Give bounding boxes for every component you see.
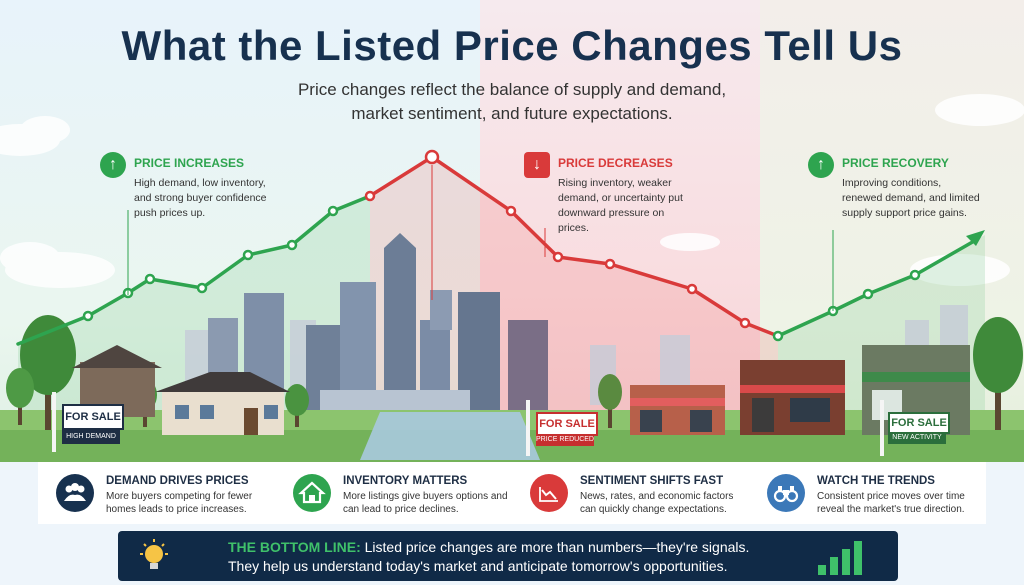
trend-line-segment [331, 194, 372, 213]
callout-body: Rising inventory, weaker demand, or unce… [558, 177, 683, 234]
callout-price-decreases: ↓ PRICE DECREASES Rising inventory, weak… [524, 152, 694, 234]
trend-point [424, 149, 440, 165]
trend-point [604, 258, 616, 270]
sign-sub-text: HIGH DEMAND [66, 433, 116, 440]
trend-point [82, 310, 94, 322]
card-body: Consistent price moves over time reveal … [817, 491, 965, 515]
trend-point [552, 251, 564, 263]
sign-rider: PRICE REDUCED [536, 434, 594, 446]
tree-icon [6, 315, 1023, 430]
card-sentiment: SENTIMENT SHIFTS FAST News, rates, and e… [512, 462, 749, 524]
house-icon [293, 474, 331, 512]
trend-point [242, 249, 254, 261]
arrow-up-icon: ↑ [808, 152, 834, 178]
for-sale-sign: FOR SALE [536, 412, 598, 436]
trend-line-segment [913, 238, 978, 277]
sign-main-text: FOR SALE [891, 417, 947, 429]
trend-line-segment [608, 262, 694, 291]
trend-point [364, 190, 376, 202]
trend-line-segment [743, 321, 780, 338]
trend-line-segment [86, 291, 130, 318]
card-heading: INVENTORY MATTERS [343, 475, 468, 487]
bar-chart-icon [818, 541, 862, 575]
sign-rider: HIGH DEMAND [62, 430, 120, 444]
trend-line-segment [776, 309, 835, 338]
callout-heading: PRICE INCREASES [134, 156, 245, 170]
trend-line-segment [509, 209, 560, 259]
callout-price-increases: ↑ PRICE INCREASES High demand, low inven… [100, 152, 270, 232]
sign-sub-text: PRICE REDUCED [536, 436, 594, 443]
trend-line-segment [246, 243, 294, 257]
card-heading: SENTIMENT SHIFTS FAST [580, 475, 724, 487]
card-heading: DEMAND DRIVES PRICES [106, 475, 249, 487]
sign-post [880, 400, 884, 456]
trend-point [327, 205, 339, 217]
callout-heading: PRICE RECOVERY [842, 156, 949, 170]
binoculars-icon [767, 474, 805, 512]
arrow-up-icon: ↑ [100, 152, 126, 178]
sign-rider: NEW ACTIVITY [888, 432, 946, 444]
trend-point [772, 330, 784, 342]
trend-line-segment [430, 155, 513, 213]
arrow-head [966, 230, 985, 246]
trend-line-segment [866, 273, 917, 296]
card-body: More buyers competing for fewer homes le… [106, 491, 253, 515]
lightbulb-icon [140, 539, 168, 569]
trend-line-segment [368, 155, 434, 198]
for-sale-sign: FOR SALE [62, 404, 124, 430]
bottom-line-message: Listed price changes are more than numbe… [364, 539, 750, 555]
sign-main-text: FOR SALE [539, 418, 595, 430]
sign-main-text: FOR SALE [65, 411, 121, 423]
trend-line-segment [290, 209, 335, 247]
cloud-icon [0, 94, 1024, 288]
card-inventory: INVENTORY MATTERS More listings give buy… [275, 462, 512, 524]
bottom-line-text-2: They help us understand today's market a… [228, 558, 728, 574]
card-demand: DEMAND DRIVES PRICES More buyers competi… [38, 462, 275, 524]
chart-down-icon [530, 474, 568, 512]
sign-post [526, 400, 530, 456]
trend-point [505, 205, 517, 217]
sign-post [52, 392, 56, 452]
page-title: What the Listed Price Changes Tell Us [121, 22, 903, 69]
card-body: More listings give buyers options and ca… [343, 491, 508, 515]
insight-cards: DEMAND DRIVES PRICES More buyers competi… [38, 462, 986, 524]
trend-point [686, 283, 698, 295]
card-trends: WATCH THE TRENDS Consistent price moves … [749, 462, 986, 524]
bottom-line-label: THE BOTTOM LINE: [228, 539, 361, 555]
trend-point [144, 273, 156, 285]
people-icon [56, 474, 94, 512]
arrow-down-icon: ↓ [524, 152, 550, 178]
trend-point [286, 239, 298, 251]
trend-line-segment [200, 253, 250, 290]
bottom-line-text-1: THE BOTTOM LINE: Listed price changes ar… [228, 539, 749, 555]
callout-body: High demand, low inventory, and strong b… [134, 177, 267, 219]
card-body: News, rates, and economic factors can qu… [580, 491, 734, 515]
bottom-line-banner: THE BOTTOM LINE: Listed price changes ar… [118, 531, 898, 581]
trend-line-segment [148, 277, 204, 290]
callout-heading: PRICE DECREASES [558, 156, 673, 170]
trend-line-segment [690, 287, 747, 325]
for-sale-sign: FOR SALE [888, 412, 950, 434]
trend-line-segment [556, 255, 612, 266]
trend-point [862, 288, 874, 300]
subtitle-line: Price changes reflect the balance of sup… [297, 80, 727, 99]
page-subtitle: Price changes reflect the balance of sup… [0, 78, 1024, 126]
trend-point [196, 282, 208, 294]
subtitle-line: market sentiment, and future expectation… [351, 104, 673, 123]
card-heading: WATCH THE TRENDS [817, 475, 935, 487]
sign-sub-text: NEW ACTIVITY [892, 434, 942, 441]
callout-price-recovery: ↑ PRICE RECOVERY Improving conditions, r… [808, 152, 980, 232]
callout-body: Improving conditions, renewed demand, an… [842, 177, 980, 219]
trend-line-segment [16, 314, 90, 346]
trend-point [909, 269, 921, 281]
trend-point [739, 317, 751, 329]
trend-line-segment [831, 292, 870, 313]
